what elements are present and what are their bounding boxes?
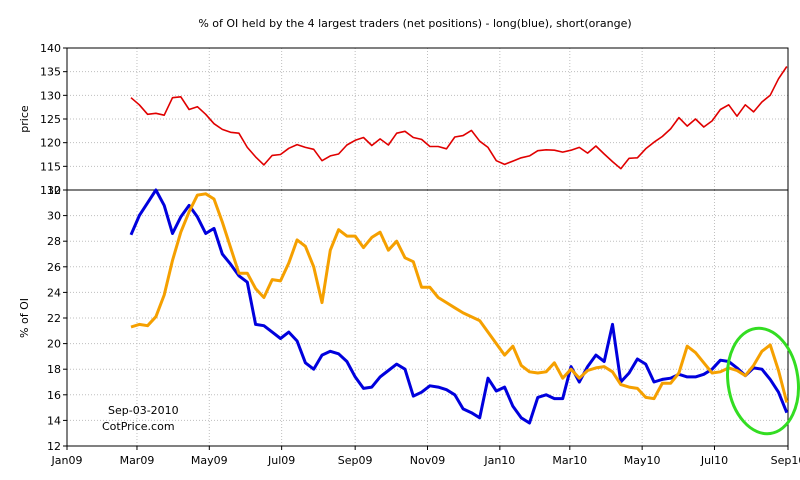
y-tick-label: 135 — [40, 66, 61, 79]
y-tick-label: 110 — [40, 184, 61, 197]
series-line-short — [130, 192, 789, 403]
y-tick-label: 14 — [47, 414, 61, 427]
y-tick-label: 16 — [47, 389, 61, 402]
y-tick-label: 130 — [40, 89, 61, 102]
y-tick-label: 22 — [47, 312, 61, 325]
series-line-long — [129, 188, 789, 425]
date-stamp: Sep-03-2010 — [108, 404, 179, 417]
highlight-circle — [726, 326, 800, 436]
y-tick-label: 32 — [47, 184, 61, 197]
y-tick-label: 28 — [47, 235, 61, 248]
y-axis-label: price — [18, 105, 31, 133]
plot-frames — [63, 47, 789, 450]
y-tick-label: 18 — [47, 363, 61, 376]
y-tick-label: 30 — [47, 210, 61, 223]
y-tick-label: 125 — [40, 113, 61, 126]
x-tick-label: Jan10 — [483, 454, 515, 467]
y-tick-label: 115 — [40, 160, 61, 173]
chart-title: % of OI held by the 4 largest traders (n… — [198, 17, 631, 30]
y-tick-label: 26 — [47, 261, 61, 274]
y-tick-label: 120 — [40, 137, 61, 150]
x-tick-label: May10 — [624, 454, 661, 467]
x-tick-label: Jul09 — [267, 454, 295, 467]
y-axis-label: % of OI — [18, 298, 31, 338]
x-tick-label: Jul10 — [700, 454, 728, 467]
x-tick-label: Jan09 — [51, 454, 83, 467]
series-line-price — [130, 66, 788, 170]
source-label: CotPrice.com — [102, 420, 175, 433]
series-lines — [129, 66, 789, 425]
x-tick-label: Nov09 — [410, 454, 445, 467]
y-tick-label: 12 — [47, 440, 61, 453]
y-tick-label: 140 — [40, 42, 61, 55]
x-tick-label: May09 — [191, 454, 228, 467]
y-tick-label: 24 — [47, 286, 61, 299]
y-tick-label: 20 — [47, 338, 61, 351]
x-tick-label: Mar09 — [120, 454, 155, 467]
axis-labels: price % of OI — [18, 105, 31, 338]
x-tick-label: Mar10 — [552, 454, 587, 467]
tick-labels: 110 115 120 125 130 135 140 12 14 16 18 20 22 24 26 28 3… — [40, 42, 800, 467]
x-tick-label: Sep10 — [771, 454, 800, 467]
x-tick-label: Sep09 — [338, 454, 373, 467]
